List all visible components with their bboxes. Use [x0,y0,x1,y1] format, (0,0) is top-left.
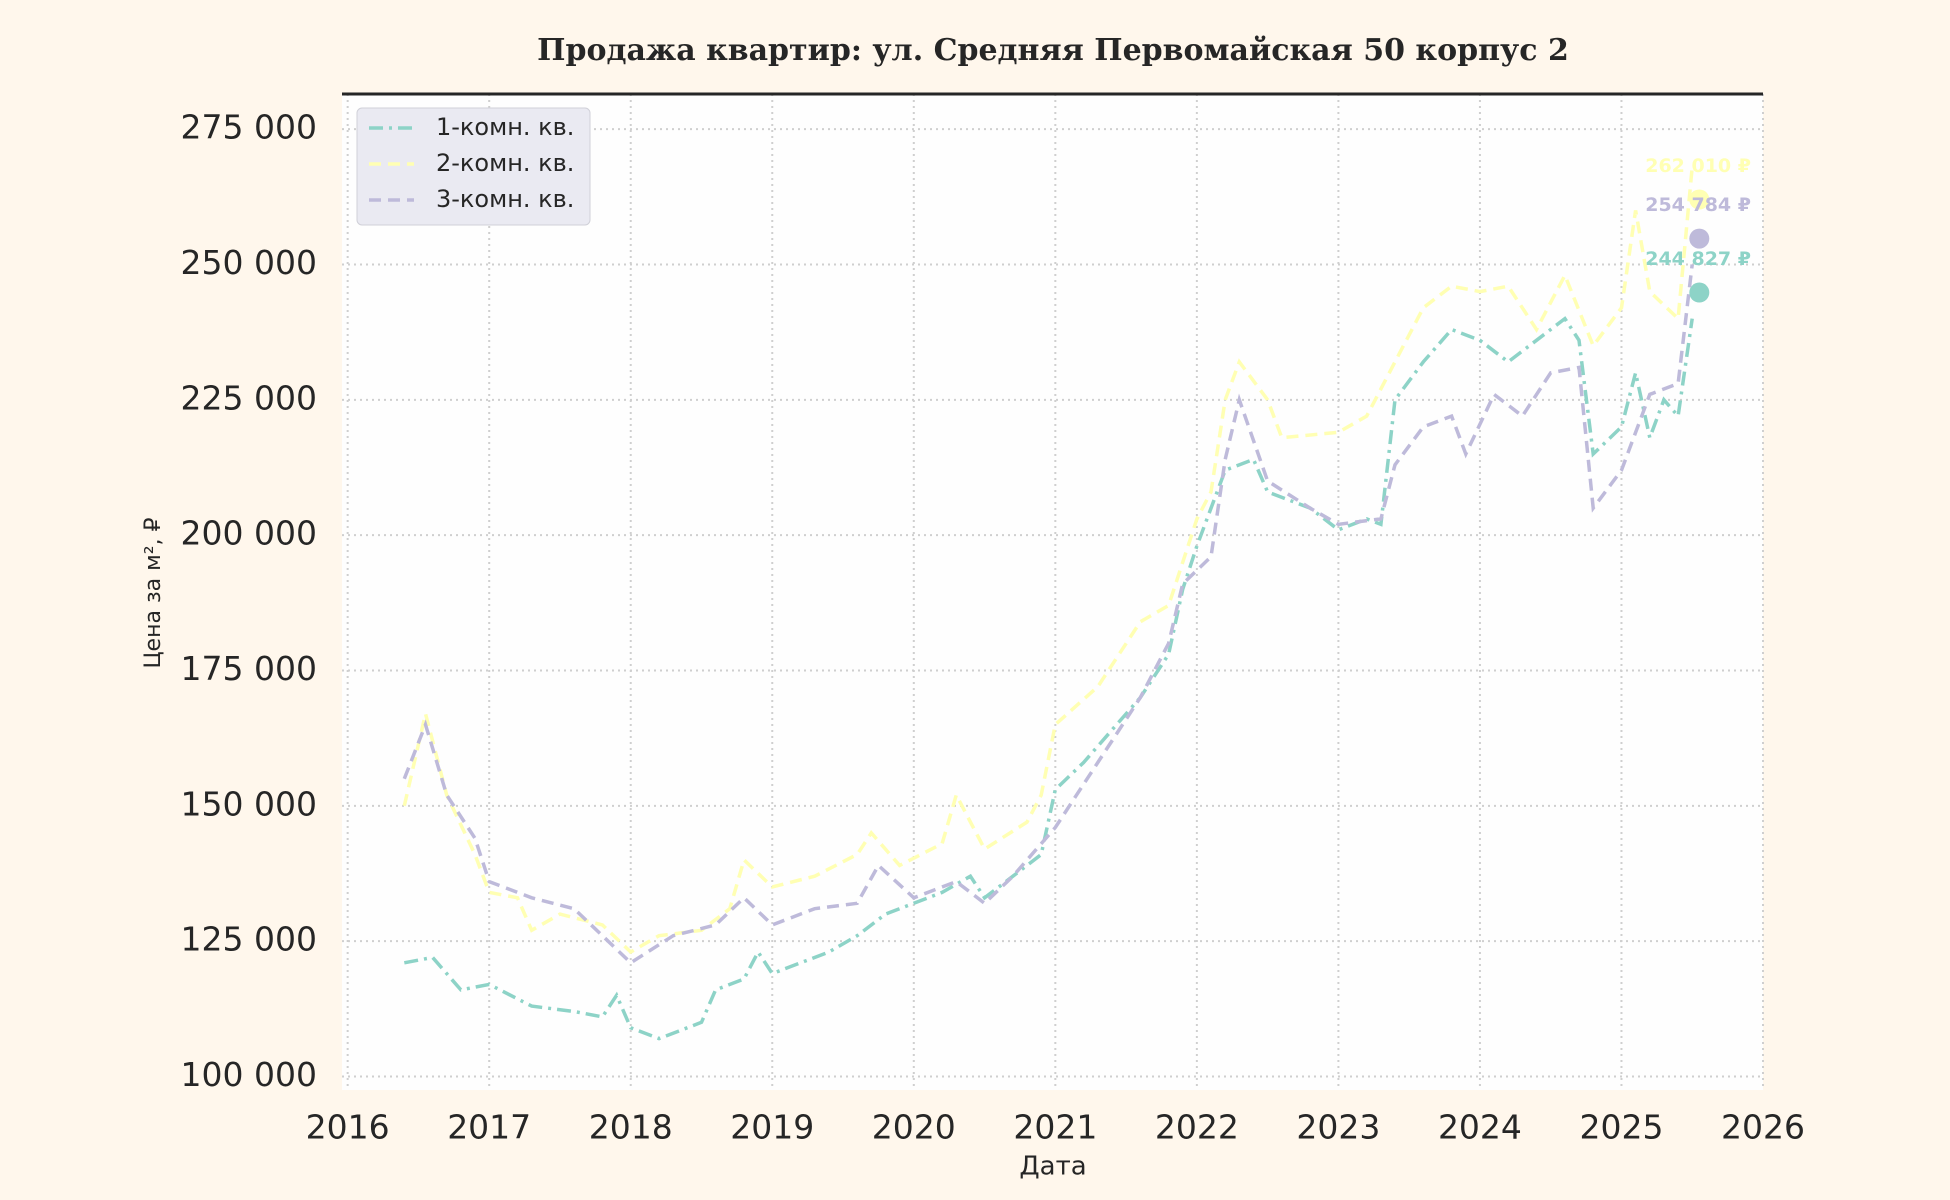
last-point [1689,282,1710,303]
y-tick-label: 125 000 [181,920,317,959]
y-tick-label: 175 000 [181,649,317,688]
legend-box [356,107,591,226]
x-tick-label: 2022 [1155,1108,1239,1147]
x-axis-label: Дата [1019,1152,1086,1182]
legend-label: 1-комн. кв. [436,113,574,141]
y-tick-label: 200 000 [181,514,317,553]
x-tick-label: 2019 [730,1108,814,1147]
value-label: 244 827 ₽ [1645,248,1751,270]
x-tick-label: 2023 [1296,1108,1380,1147]
series-line [402,264,1694,966]
x-tick-label: 2024 [1438,1108,1522,1147]
value-label: 262 010 ₽ [1645,155,1751,177]
x-tick-label: 2018 [589,1108,673,1147]
x-tick-label: 2021 [1013,1108,1097,1147]
x-tick-label: 2025 [1579,1108,1663,1147]
value-label: 254 784 ₽ [1645,194,1751,216]
y-axis-label: Цена за м², ₽ [141,517,166,668]
series-line [402,166,1694,955]
y-tick-label: 250 000 [181,243,317,282]
plot-area [342,94,1763,1090]
x-tick-label: 2026 [1721,1108,1805,1147]
last-point [1689,189,1710,210]
chart-title: Продажа квартир: ул. Средняя Первомайска… [537,33,1569,68]
y-tick-label: 100 000 [181,1055,317,1094]
x-tick-label: 2017 [447,1108,531,1147]
legend-label: 2-комн. кв. [436,149,574,177]
y-tick-label: 225 000 [181,378,317,417]
y-tick-label: 275 000 [181,108,317,147]
last-point [1689,228,1710,249]
x-tick-label: 2020 [872,1108,956,1147]
series-line [403,316,1694,1041]
y-tick-label: 150 000 [181,784,317,823]
x-tick-label: 2016 [306,1108,390,1147]
legend-label: 3-комн. кв. [436,185,574,213]
